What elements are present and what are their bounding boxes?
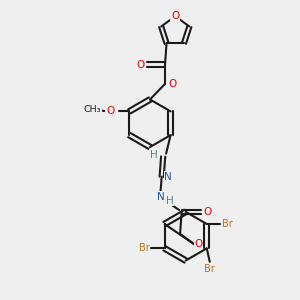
Text: Br: Br bbox=[222, 219, 232, 229]
Text: O: O bbox=[168, 79, 177, 89]
Text: H: H bbox=[150, 150, 158, 160]
Text: N: N bbox=[157, 192, 165, 202]
Text: N: N bbox=[164, 172, 172, 182]
Text: Br: Br bbox=[204, 264, 215, 274]
Text: O: O bbox=[203, 207, 211, 218]
Text: Br: Br bbox=[139, 243, 150, 254]
Text: CH₃: CH₃ bbox=[83, 105, 101, 114]
Text: H: H bbox=[166, 196, 174, 206]
Text: O: O bbox=[106, 106, 114, 116]
Text: O: O bbox=[136, 59, 144, 70]
Text: O: O bbox=[171, 11, 179, 21]
Text: O: O bbox=[194, 238, 203, 249]
